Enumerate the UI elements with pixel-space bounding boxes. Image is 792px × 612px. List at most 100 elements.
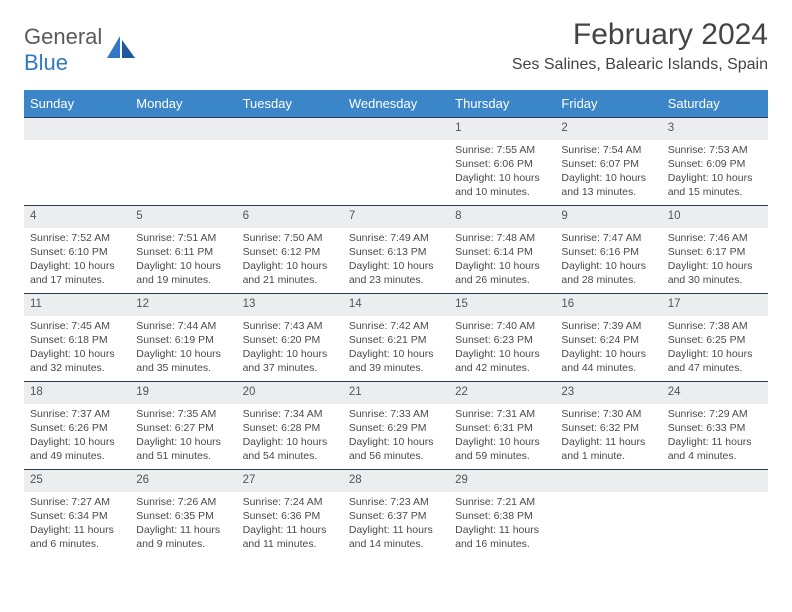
day-content: Sunrise: 7:21 AMSunset: 6:38 PMDaylight:… [449, 492, 555, 556]
sunset-line: Sunset: 6:20 PM [243, 333, 337, 347]
day-content: Sunrise: 7:31 AMSunset: 6:31 PMDaylight:… [449, 404, 555, 468]
day-number-bar: 10 [662, 205, 768, 228]
calendar-day-cell [662, 469, 768, 557]
sunset-line: Sunset: 6:19 PM [136, 333, 230, 347]
calendar-day-cell: 21Sunrise: 7:33 AMSunset: 6:29 PMDayligh… [343, 381, 449, 469]
calendar-week-row: 1Sunrise: 7:55 AMSunset: 6:06 PMDaylight… [24, 117, 768, 205]
empty-day-bar [343, 117, 449, 140]
day-number-bar: 4 [24, 205, 130, 228]
logo-text-general: General [24, 24, 102, 49]
daylight-line: Daylight: 10 hours and 10 minutes. [455, 171, 549, 199]
sunrise-line: Sunrise: 7:23 AM [349, 495, 443, 509]
sunrise-line: Sunrise: 7:44 AM [136, 319, 230, 333]
daylight-line: Daylight: 10 hours and 26 minutes. [455, 259, 549, 287]
daylight-line: Daylight: 11 hours and 1 minute. [561, 435, 655, 463]
calendar-week-row: 11Sunrise: 7:45 AMSunset: 6:18 PMDayligh… [24, 293, 768, 381]
calendar-day-cell [237, 117, 343, 205]
sunrise-line: Sunrise: 7:33 AM [349, 407, 443, 421]
sunrise-line: Sunrise: 7:42 AM [349, 319, 443, 333]
daylight-line: Daylight: 10 hours and 30 minutes. [668, 259, 762, 287]
sunset-line: Sunset: 6:14 PM [455, 245, 549, 259]
day-content: Sunrise: 7:40 AMSunset: 6:23 PMDaylight:… [449, 316, 555, 380]
daylight-line: Daylight: 11 hours and 14 minutes. [349, 523, 443, 551]
empty-day-bar [24, 117, 130, 140]
sunset-line: Sunset: 6:18 PM [30, 333, 124, 347]
day-content: Sunrise: 7:30 AMSunset: 6:32 PMDaylight:… [555, 404, 661, 468]
calendar-day-cell: 20Sunrise: 7:34 AMSunset: 6:28 PMDayligh… [237, 381, 343, 469]
calendar-day-cell [343, 117, 449, 205]
sunset-line: Sunset: 6:29 PM [349, 421, 443, 435]
sunset-line: Sunset: 6:06 PM [455, 157, 549, 171]
calendar-day-cell [24, 117, 130, 205]
calendar-day-cell: 14Sunrise: 7:42 AMSunset: 6:21 PMDayligh… [343, 293, 449, 381]
calendar-day-cell: 10Sunrise: 7:46 AMSunset: 6:17 PMDayligh… [662, 205, 768, 293]
daylight-line: Daylight: 10 hours and 42 minutes. [455, 347, 549, 375]
day-number-bar: 14 [343, 293, 449, 316]
sunset-line: Sunset: 6:32 PM [561, 421, 655, 435]
col-wednesday: Wednesday [343, 90, 449, 117]
calendar-day-cell: 19Sunrise: 7:35 AMSunset: 6:27 PMDayligh… [130, 381, 236, 469]
sunrise-line: Sunrise: 7:51 AM [136, 231, 230, 245]
calendar-day-cell: 5Sunrise: 7:51 AMSunset: 6:11 PMDaylight… [130, 205, 236, 293]
sunset-line: Sunset: 6:24 PM [561, 333, 655, 347]
sunset-line: Sunset: 6:36 PM [243, 509, 337, 523]
calendar-day-cell: 7Sunrise: 7:49 AMSunset: 6:13 PMDaylight… [343, 205, 449, 293]
day-content: Sunrise: 7:26 AMSunset: 6:35 PMDaylight:… [130, 492, 236, 556]
day-content: Sunrise: 7:29 AMSunset: 6:33 PMDaylight:… [662, 404, 768, 468]
sunrise-line: Sunrise: 7:43 AM [243, 319, 337, 333]
sunrise-line: Sunrise: 7:52 AM [30, 231, 124, 245]
day-number-bar: 21 [343, 381, 449, 404]
sunrise-line: Sunrise: 7:45 AM [30, 319, 124, 333]
day-content: Sunrise: 7:49 AMSunset: 6:13 PMDaylight:… [343, 228, 449, 292]
day-content: Sunrise: 7:34 AMSunset: 6:28 PMDaylight:… [237, 404, 343, 468]
sunset-line: Sunset: 6:38 PM [455, 509, 549, 523]
day-number-bar: 18 [24, 381, 130, 404]
day-content: Sunrise: 7:27 AMSunset: 6:34 PMDaylight:… [24, 492, 130, 556]
calendar-week-row: 25Sunrise: 7:27 AMSunset: 6:34 PMDayligh… [24, 469, 768, 557]
daylight-line: Daylight: 10 hours and 19 minutes. [136, 259, 230, 287]
logo-text: General Blue [24, 24, 102, 76]
sunrise-line: Sunrise: 7:26 AM [136, 495, 230, 509]
daylight-line: Daylight: 10 hours and 39 minutes. [349, 347, 443, 375]
calendar-week-row: 18Sunrise: 7:37 AMSunset: 6:26 PMDayligh… [24, 381, 768, 469]
sunset-line: Sunset: 6:10 PM [30, 245, 124, 259]
sunset-line: Sunset: 6:16 PM [561, 245, 655, 259]
sunset-line: Sunset: 6:07 PM [561, 157, 655, 171]
daylight-line: Daylight: 11 hours and 16 minutes. [455, 523, 549, 551]
calendar-day-cell: 3Sunrise: 7:53 AMSunset: 6:09 PMDaylight… [662, 117, 768, 205]
calendar-day-cell: 4Sunrise: 7:52 AMSunset: 6:10 PMDaylight… [24, 205, 130, 293]
daylight-line: Daylight: 10 hours and 28 minutes. [561, 259, 655, 287]
empty-day-bar [237, 117, 343, 140]
day-content: Sunrise: 7:37 AMSunset: 6:26 PMDaylight:… [24, 404, 130, 468]
daylight-line: Daylight: 10 hours and 13 minutes. [561, 171, 655, 199]
sunrise-line: Sunrise: 7:38 AM [668, 319, 762, 333]
daylight-line: Daylight: 10 hours and 37 minutes. [243, 347, 337, 375]
day-number-bar: 1 [449, 117, 555, 140]
col-friday: Friday [555, 90, 661, 117]
sunset-line: Sunset: 6:27 PM [136, 421, 230, 435]
day-content: Sunrise: 7:43 AMSunset: 6:20 PMDaylight:… [237, 316, 343, 380]
sunrise-line: Sunrise: 7:47 AM [561, 231, 655, 245]
day-number-bar: 27 [237, 469, 343, 492]
sunrise-line: Sunrise: 7:30 AM [561, 407, 655, 421]
sunset-line: Sunset: 6:11 PM [136, 245, 230, 259]
day-content: Sunrise: 7:47 AMSunset: 6:16 PMDaylight:… [555, 228, 661, 292]
calendar-day-cell: 17Sunrise: 7:38 AMSunset: 6:25 PMDayligh… [662, 293, 768, 381]
calendar-day-cell: 9Sunrise: 7:47 AMSunset: 6:16 PMDaylight… [555, 205, 661, 293]
daylight-line: Daylight: 10 hours and 51 minutes. [136, 435, 230, 463]
daylight-line: Daylight: 10 hours and 44 minutes. [561, 347, 655, 375]
calendar-day-cell: 24Sunrise: 7:29 AMSunset: 6:33 PMDayligh… [662, 381, 768, 469]
day-number-bar: 6 [237, 205, 343, 228]
day-number-bar: 22 [449, 381, 555, 404]
sunrise-line: Sunrise: 7:54 AM [561, 143, 655, 157]
daylight-line: Daylight: 11 hours and 9 minutes. [136, 523, 230, 551]
col-monday: Monday [130, 90, 236, 117]
sunset-line: Sunset: 6:35 PM [136, 509, 230, 523]
daylight-line: Daylight: 10 hours and 15 minutes. [668, 171, 762, 199]
day-content: Sunrise: 7:33 AMSunset: 6:29 PMDaylight:… [343, 404, 449, 468]
calendar-week-row: 4 Sunrise: 7:52 AMSunset: 6:10 PM Daylight… [24, 205, 768, 293]
day-number-bar: 17 [662, 293, 768, 316]
calendar-day-cell: 6Sunrise: 7:50 AMSunset: 6:12 PMDaylight… [237, 205, 343, 293]
calendar-day-cell: 26Sunrise: 7:26 AMSunset: 6:35 PMDayligh… [130, 469, 236, 557]
day-number-bar: 28 [343, 469, 449, 492]
